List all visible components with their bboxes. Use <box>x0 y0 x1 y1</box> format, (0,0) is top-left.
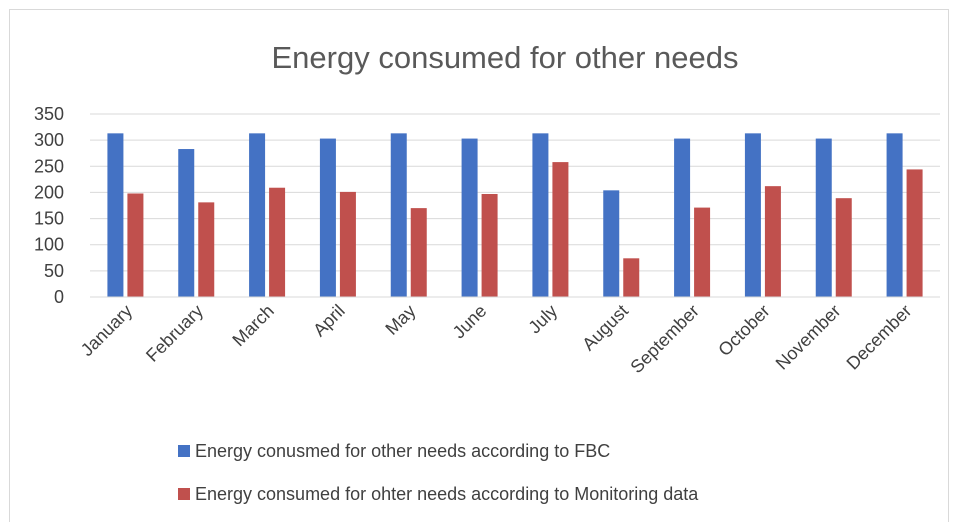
legend-swatch <box>178 488 190 500</box>
x-tick-label: September <box>627 301 703 377</box>
x-tick-label: November <box>772 301 845 374</box>
bar-monitoring <box>906 169 923 297</box>
x-tick-label: May <box>381 301 419 339</box>
bar-fbc <box>532 133 549 297</box>
x-axis-ticks: January February March April May June July Augu… <box>77 301 916 377</box>
bars <box>107 133 923 297</box>
bar-monitoring <box>269 187 286 297</box>
bar-fbc <box>107 133 124 297</box>
bar-fbc <box>603 190 620 297</box>
bar-monitoring <box>127 193 144 297</box>
x-tick-label: March <box>228 301 278 351</box>
x-tick-label: October <box>714 301 773 360</box>
y-tick-label: 350 <box>34 104 64 124</box>
y-tick-label: 250 <box>34 156 64 176</box>
bar-monitoring <box>835 198 852 297</box>
legend: Energy conusmed for other needs accordin… <box>178 441 699 504</box>
y-tick-label: 150 <box>34 209 64 229</box>
gridlines <box>90 113 940 272</box>
bar-monitoring <box>481 193 498 297</box>
bar-fbc <box>178 149 195 297</box>
bar-monitoring <box>623 258 640 297</box>
x-tick-label: December <box>843 301 916 374</box>
y-tick-label: 100 <box>34 235 64 255</box>
x-tick-label: July <box>524 301 561 338</box>
legend-label: Energy conusmed for other needs accordin… <box>195 441 610 461</box>
bar-monitoring <box>764 186 781 297</box>
legend-label: Energy consumed for ohter needs accordin… <box>195 484 699 504</box>
bar-fbc <box>744 133 761 297</box>
bar-fbc <box>674 138 691 297</box>
y-tick-label: 50 <box>44 261 64 281</box>
chart-title: Energy consumed for other needs <box>272 40 739 75</box>
bar-monitoring <box>339 191 356 297</box>
x-tick-label: June <box>449 301 491 343</box>
bar-fbc <box>390 133 407 297</box>
x-tick-label: January <box>77 301 136 360</box>
legend-swatch <box>178 445 190 457</box>
chart-area <box>9 9 949 522</box>
y-tick-label: 0 <box>54 287 64 307</box>
bar-monitoring <box>694 207 711 297</box>
x-tick-label: April <box>309 301 349 341</box>
x-tick-label: August <box>578 301 632 355</box>
y-tick-label: 200 <box>34 182 64 202</box>
y-axis-ticks: 0 50 100 150 200 250 300 350 <box>34 104 64 307</box>
bar-monitoring <box>552 162 569 297</box>
bar-fbc <box>815 138 832 297</box>
bar-fbc <box>886 133 903 297</box>
bar-fbc <box>461 138 478 297</box>
bar-fbc <box>249 133 266 297</box>
y-tick-label: 300 <box>34 130 64 150</box>
bar-monitoring <box>198 202 215 297</box>
x-tick-label: February <box>142 301 207 366</box>
bar-fbc <box>319 138 336 297</box>
bar-monitoring <box>410 208 427 297</box>
